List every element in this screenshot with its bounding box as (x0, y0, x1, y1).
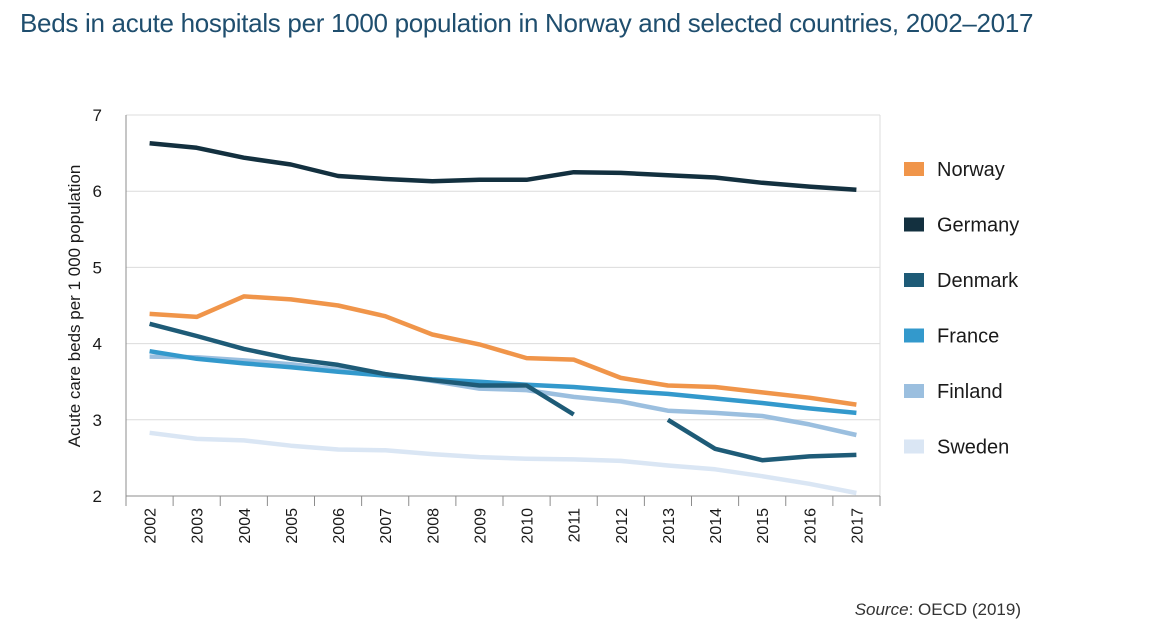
y-tick-label-6: 6 (93, 182, 102, 201)
x-tick-label-2005: 2005 (284, 508, 301, 544)
series-line-france (149, 348, 857, 416)
source-text: : OECD (2019) (908, 600, 1021, 619)
x-tick-label-2010: 2010 (520, 508, 537, 544)
legend: Norway Germany Denmark France Finland Sweden (904, 159, 1019, 459)
source-note: Source: OECD (2019) (855, 600, 1021, 620)
y-tick-label-3: 3 (93, 411, 102, 430)
legend-swatch-france (904, 328, 924, 343)
series-lines (149, 140, 857, 496)
y-tick-label-7: 7 (93, 106, 102, 125)
y-tick-label-5: 5 (93, 258, 102, 277)
source-label: Source (854, 600, 909, 619)
y-tick-label-2: 2 (93, 487, 102, 506)
x-tick-label-2014: 2014 (708, 508, 725, 544)
x-tick-label-2002: 2002 (143, 508, 160, 544)
x-tick-label-2003: 2003 (190, 508, 207, 544)
x-tick-label-2016: 2016 (802, 508, 819, 544)
legend-label-france: France (937, 326, 999, 348)
legend-label-germany: Germany (937, 215, 1019, 237)
series-line-norway (149, 294, 857, 407)
legend-swatch-finland (904, 384, 924, 398)
x-tick-label-2009: 2009 (472, 508, 489, 544)
series-line-sweden (149, 430, 857, 496)
legend-swatch-denmark (904, 273, 924, 287)
x-tick-label-2007: 2007 (378, 508, 395, 544)
x-tick-label-2017: 2017 (849, 508, 866, 544)
legend-swatch-norway (904, 162, 924, 176)
x-tick-label-2006: 2006 (331, 508, 348, 544)
series-line-germany (149, 140, 857, 192)
x-tick-label-2013: 2013 (661, 508, 678, 544)
series-line-finland (149, 354, 857, 438)
x-tick-label-2004: 2004 (237, 508, 254, 544)
legend-label-finland: Finland (937, 381, 1003, 403)
y-axis: 2 3 4 5 6 7 (93, 106, 102, 506)
legend-swatch-germany (904, 217, 924, 232)
legend-label-norway: Norway (937, 159, 1005, 181)
series-line-denmark-segment-1 (149, 321, 575, 417)
x-tick-label-2015: 2015 (755, 508, 772, 544)
y-tick-label-4: 4 (93, 335, 102, 354)
gridlines (126, 114, 880, 421)
chart-title: Beds in acute hospitals per 1000 populat… (20, 8, 1034, 38)
legend-label-denmark: Denmark (937, 270, 1019, 292)
x-tick-label-2011: 2011 (567, 508, 584, 543)
legend-label-sweden: Sweden (937, 437, 1009, 459)
x-axis: 2002 2003 2004 2005 2006 2007 2008 2009 2010 2011… (125, 496, 881, 544)
y-axis-label: Acute care beds per 1 000 population (65, 165, 84, 448)
series-line-denmark-segment-2 (666, 417, 857, 463)
x-tick-label-2012: 2012 (614, 508, 631, 544)
legend-swatch-sweden (904, 439, 924, 454)
x-tick-label-2008: 2008 (425, 508, 442, 544)
